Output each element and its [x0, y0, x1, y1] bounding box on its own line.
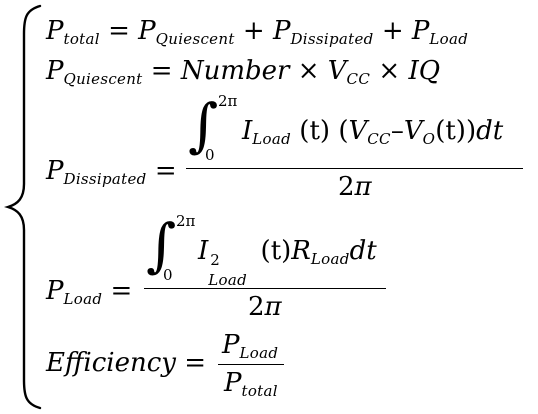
- fraction-bar: [218, 364, 284, 366]
- subscript-load: Load: [208, 271, 248, 289]
- symbol-v: V: [348, 116, 368, 146]
- subscript-o: O: [422, 130, 436, 148]
- equals-sign: =: [150, 56, 173, 86]
- subscript-cc: CC: [367, 130, 391, 148]
- numerator-dissipated: ILoad (t) (VCC–VO(t))dt: [242, 116, 504, 148]
- denominator-efficiency: Ptotal: [224, 368, 278, 401]
- number-two: 2: [248, 292, 265, 322]
- numerator-efficiency: PLoad: [222, 330, 278, 363]
- symbol-pi: π: [264, 292, 282, 322]
- symbol-r: R: [291, 236, 311, 266]
- integral-sign: ∫: [146, 211, 177, 279]
- lower-limit: 0: [205, 146, 215, 164]
- subscript-quiescent: Quiescent: [155, 30, 235, 48]
- denominator-load: 2π: [248, 292, 282, 322]
- plus-sign: +: [381, 16, 404, 46]
- upper-limit: 2π: [218, 92, 238, 110]
- symbol-p: P: [222, 330, 240, 360]
- lower-limit: 0: [163, 266, 173, 284]
- symbol-p: P: [46, 56, 64, 86]
- number-two: 2: [338, 172, 355, 202]
- numerator-load: I 2 Load (t)RLoaddt: [198, 236, 377, 289]
- symbol-p: P: [272, 16, 291, 46]
- subscript-total: total: [241, 382, 278, 400]
- times-sign: ×: [378, 56, 401, 86]
- symbol-p: P: [411, 16, 430, 46]
- symbol-p: P: [138, 16, 156, 46]
- left-brace: [4, 4, 42, 410]
- subscript-total: total: [63, 30, 100, 48]
- time-argument: (t): [435, 116, 466, 146]
- time-argument: (t): [260, 236, 292, 266]
- subscript-load: Load: [252, 130, 292, 148]
- symbol-v: V: [327, 56, 347, 86]
- equals-sign: =: [154, 156, 177, 186]
- symbol-number: Number: [180, 56, 290, 86]
- minus-sign: –: [390, 116, 404, 146]
- subscript-dissipated: Dissipated: [290, 30, 374, 48]
- equation-dissipated-lhs: PDissipated =: [46, 156, 177, 189]
- plus-sign: +: [242, 16, 265, 46]
- subscript-cc: CC: [346, 70, 371, 88]
- time-argument: (t): [299, 116, 331, 146]
- equation-total-power: Ptotal = PQuiescent + PDissipated + PLoa…: [46, 16, 468, 49]
- subscript-load: Load: [429, 30, 469, 48]
- equation-load-lhs: PLoad =: [46, 276, 132, 309]
- subscript-load: Load: [63, 290, 103, 308]
- subscript-load: Load: [310, 250, 350, 268]
- subscript-dissipated: Dissipated: [63, 170, 147, 188]
- equals-sign: =: [110, 276, 133, 306]
- equation-quiescent-power: PQuiescent = Number × VCC × IQ: [46, 56, 440, 89]
- integral-sign: ∫: [188, 91, 219, 159]
- symbol-p: P: [224, 368, 242, 398]
- symbol-p: P: [46, 16, 64, 46]
- upper-limit: 2π: [176, 212, 196, 230]
- subscript-load: Load: [239, 344, 279, 362]
- times-sign: ×: [297, 56, 320, 86]
- symbol-pi: π: [354, 172, 372, 202]
- differential-dt: dt: [349, 236, 377, 266]
- differential-dt: dt: [476, 116, 504, 146]
- symbol-v: V: [403, 116, 423, 146]
- superscript-two: 2: [210, 251, 220, 269]
- fraction-bar: [144, 288, 386, 290]
- symbol-i: I: [242, 116, 253, 146]
- denominator-dissipated: 2π: [338, 172, 372, 202]
- symbol-efficiency: Efficiency: [46, 348, 176, 378]
- equation-efficiency-lhs: Efficiency =: [46, 348, 206, 378]
- subscript-quiescent: Quiescent: [63, 70, 143, 88]
- symbol-i: I: [198, 236, 209, 266]
- symbol-p: P: [46, 276, 64, 306]
- symbol-iq: IQ: [408, 56, 441, 86]
- symbol-p: P: [46, 156, 64, 186]
- equals-sign: =: [108, 16, 130, 46]
- fraction-bar: [186, 168, 523, 170]
- equals-sign: =: [184, 348, 207, 378]
